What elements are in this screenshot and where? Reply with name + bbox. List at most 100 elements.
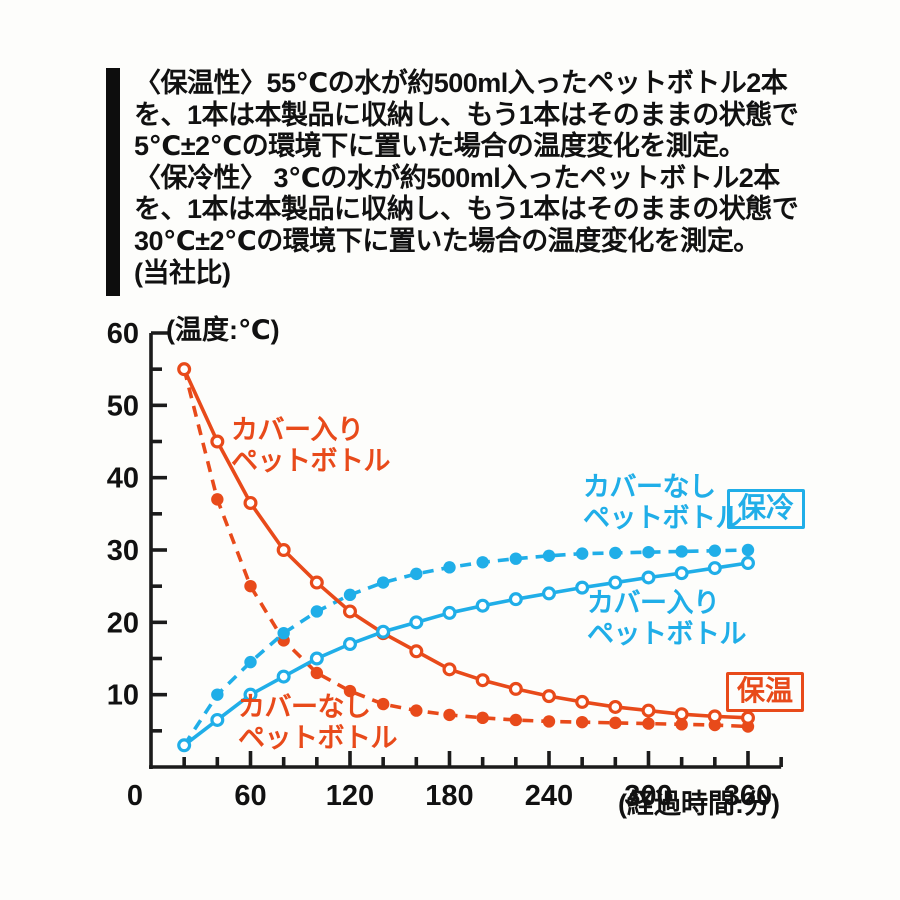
data-point-open <box>376 624 391 639</box>
data-point-filled <box>476 556 489 569</box>
series-cold-covered <box>177 556 755 753</box>
y-tick-label: 30 <box>107 535 139 567</box>
label-warm-bare-bottle: カバーなし ペットボトル <box>238 692 398 754</box>
series-warm-covered <box>177 362 755 725</box>
data-point-filled <box>675 545 688 558</box>
data-point-filled <box>277 626 290 640</box>
data-point-filled <box>476 711 489 725</box>
y-tick-label: 20 <box>107 607 139 639</box>
data-point-filled <box>343 588 357 602</box>
label-line: カバー入り <box>231 415 364 445</box>
data-point-open <box>243 495 258 510</box>
label-line: カバーなし <box>583 472 716 502</box>
data-point-open <box>409 644 424 659</box>
temperature-chart: 10 20 30 40 50 60 0 60 120 180 240 300 360 (温度:℃) (経… <box>0 300 900 860</box>
note-accent-bar <box>106 68 120 296</box>
data-point-filled <box>443 708 456 722</box>
data-point-open <box>575 694 590 709</box>
data-point-filled <box>509 713 523 727</box>
data-point-filled <box>376 697 390 711</box>
label-line: ペットボトル <box>238 723 398 753</box>
data-point-open <box>475 673 490 688</box>
data-point-open <box>210 712 225 727</box>
label-line: ペットボトル <box>231 446 391 476</box>
data-point-filled <box>642 717 655 730</box>
data-point-open <box>541 586 556 601</box>
x-tick-label: 180 <box>425 780 473 812</box>
data-point-open <box>342 604 357 619</box>
test-description-note: 〈保温性〉55℃の水が約500ml入ったペットボトル2本 を、1本は本製品に収納… <box>106 68 799 296</box>
data-point-filled <box>410 704 423 717</box>
data-point-open <box>409 615 424 630</box>
data-point-open <box>342 637 357 652</box>
axes <box>149 331 783 769</box>
data-point-open <box>674 707 689 722</box>
label-line: ペットボトル <box>583 503 743 533</box>
data-point-open <box>541 689 556 704</box>
data-point-filled <box>675 718 688 731</box>
data-point-filled <box>343 684 357 698</box>
data-point-filled <box>575 547 589 560</box>
label-line: ペットボトル <box>587 619 747 649</box>
data-point-filled <box>211 688 224 701</box>
note-line: (当社比) <box>134 257 231 288</box>
series-warm-bare <box>182 368 755 733</box>
data-point-open <box>575 580 590 595</box>
data-point-open <box>442 605 457 620</box>
data-point-open <box>707 561 722 576</box>
data-point-filled <box>244 579 257 593</box>
data-point-open <box>276 669 291 684</box>
x-tick-label: 240 <box>525 780 573 812</box>
data-point-open <box>641 570 656 585</box>
data-point-open <box>608 575 623 590</box>
y-axis-caption: (温度:℃) <box>166 315 280 345</box>
note-line: 〈保温性〉55℃の水が約500ml入ったペットボトル2本 <box>134 68 788 98</box>
y-tick-label: 60 <box>107 318 139 350</box>
data-point-filled <box>509 552 523 565</box>
note-line: 〈保冷性〉 3℃の水が約500ml入ったペットボトル2本 <box>134 162 780 193</box>
data-point-open <box>309 651 324 666</box>
data-point-filled <box>310 666 324 680</box>
x-tick-label: 0 <box>127 780 143 812</box>
data-point-filled <box>642 545 655 559</box>
data-point-open <box>177 738 192 753</box>
data-point-filled <box>376 576 390 589</box>
data-point-open <box>309 575 324 590</box>
data-point-filled <box>542 549 556 562</box>
label-line: カバー入り <box>587 588 720 618</box>
data-point-filled <box>542 715 556 728</box>
data-point-filled <box>211 493 224 506</box>
note-line: 5℃±2℃の環境下に置いた場合の温度変化を測定。 <box>134 131 746 162</box>
tick-labels: 10 20 30 40 50 60 0 60 120 180 240 300 360 <box>107 318 772 812</box>
data-point-open <box>740 710 755 725</box>
x-tick-label: 360 <box>724 780 772 812</box>
note-text: 〈保温性〉55℃の水が約500ml入ったペットボトル2本 を、1本は本製品に収納… <box>134 68 799 296</box>
x-tick-label: 60 <box>234 780 266 812</box>
x-tick-label: 120 <box>326 780 374 812</box>
label-line: カバーなし <box>238 692 371 722</box>
label-cold-covered-bottle: カバー入り ペットボトル <box>587 588 747 650</box>
chart-canvas: 10 20 30 40 50 60 0 60 120 180 240 300 360 <box>107 318 783 812</box>
data-point-open <box>177 362 192 377</box>
note-line: 30℃±2℃の環境下に置いた場合の温度変化を測定。 <box>134 225 760 256</box>
data-point-open <box>243 687 258 702</box>
label-warm-covered-bottle: カバー入り ペットボトル <box>231 415 391 477</box>
data-point-open <box>508 592 523 607</box>
y-tick-label: 10 <box>107 680 139 712</box>
label-cold-bare-bottle: カバーなし ペットボトル <box>583 472 743 534</box>
data-point-open <box>740 556 755 571</box>
data-point-open <box>674 566 689 581</box>
data-point-filled <box>708 544 722 557</box>
data-point-open <box>608 699 623 714</box>
data-point-open <box>475 598 490 613</box>
data-point-open <box>707 709 722 724</box>
data-point-open <box>641 703 656 718</box>
note-line: を、1本は本製品に収納し、もう1本はそのままの状態で <box>134 194 799 225</box>
x-axis-caption: (経過時間:分) <box>618 789 780 819</box>
data-point-filled <box>410 567 423 581</box>
data-point-filled <box>609 546 622 560</box>
y-tick-label: 40 <box>107 463 139 495</box>
y-tick-label: 50 <box>107 390 139 422</box>
data-point-filled <box>741 543 755 557</box>
